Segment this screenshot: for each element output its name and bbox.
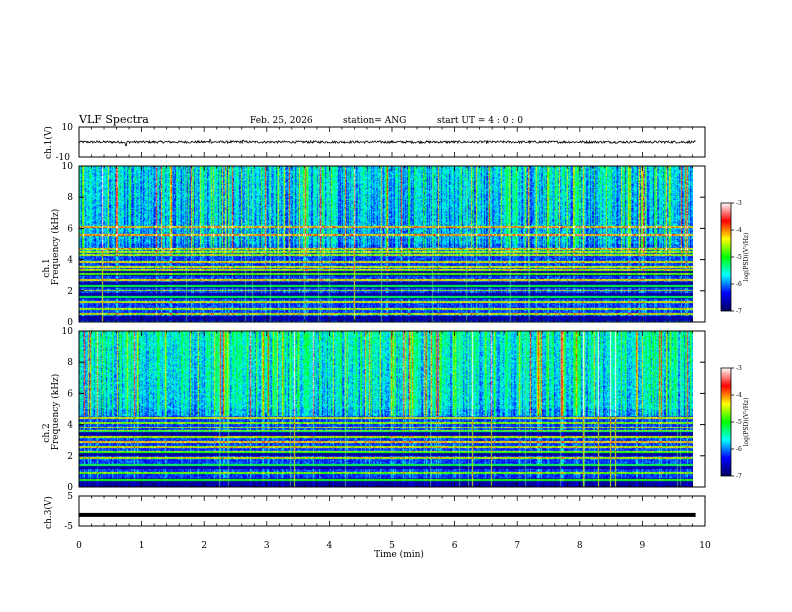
ch2-spectrogram-ylabel-line1: ch.2 bbox=[42, 423, 52, 442]
ch2-spectrogram-yticks: 0 2 4 6 8 10 bbox=[62, 327, 705, 493]
spectrogram-ytick-label: 10 bbox=[62, 162, 74, 172]
spectrogram-ytick-label: 4 bbox=[67, 421, 73, 431]
ch1-spectrogram-ylabel-line2: Frequency (kHz) bbox=[50, 209, 61, 286]
spectrogram-ytick-label: 2 bbox=[67, 287, 73, 297]
figure-title: VLF Spectra bbox=[78, 113, 149, 126]
ch3-waveform-ylabel: ch.3(V) bbox=[43, 496, 54, 529]
panel-ch2-spectrogram bbox=[78, 330, 706, 488]
date-label: Feb. 25, 2026 bbox=[250, 116, 313, 126]
ch1-spectrogram-yticks: 0 2 4 6 8 10 bbox=[62, 162, 705, 328]
ch1-spectrogram-ylabel-line1: ch.1 bbox=[42, 258, 52, 277]
ch1-colorbar: -3 -4 -5 -6 -7 log(PSD)(V²/Hz) bbox=[720, 200, 750, 315]
start-time-label: start UT = 4 : 0 : 0 bbox=[437, 116, 523, 126]
spectrogram-ytick-label: 0 bbox=[67, 483, 73, 493]
colorbar-gradient bbox=[720, 202, 732, 312]
spectrogram-ytick-label: 4 bbox=[67, 256, 73, 266]
x-axis-ticks bbox=[78, 127, 706, 526]
x-tick-label: 2 bbox=[201, 541, 207, 551]
colorbar-tick-label: -3 bbox=[736, 365, 742, 372]
x-tick-label: 1 bbox=[139, 541, 145, 551]
x-axis-tick-labels: 0 1 2 3 4 5 6 7 8 9 10 bbox=[76, 541, 711, 551]
spectrogram-ytick-label: 8 bbox=[67, 358, 73, 368]
x-tick-label: 3 bbox=[264, 541, 270, 551]
station-label: station= ANG bbox=[343, 116, 406, 126]
x-tick-label: 9 bbox=[640, 541, 646, 551]
spectrogram-ytick-label: 8 bbox=[67, 193, 73, 203]
x-tick-label: 6 bbox=[452, 541, 458, 551]
x-tick-label: 8 bbox=[577, 541, 583, 551]
x-tick-label: 4 bbox=[327, 541, 333, 551]
ch2-colorbar: -3 -4 -5 -6 -7 log(PSD)(V²/Hz) bbox=[720, 365, 750, 480]
x-tick-label: 7 bbox=[514, 541, 520, 551]
colorbar-tick-label: -7 bbox=[736, 473, 742, 480]
ch3-waveform-ytick-top: 5 bbox=[67, 492, 73, 502]
ch1-waveform-ylabel: ch.1(V) bbox=[43, 126, 54, 159]
colorbar-tick-label: -6 bbox=[736, 281, 742, 288]
spectrogram-ytick-label: 2 bbox=[67, 452, 73, 462]
ch3-waveform-trace bbox=[79, 512, 696, 517]
spectrogram-ytick-label: 0 bbox=[67, 318, 73, 328]
colorbar-label: log(PSD)(V²/Hz) bbox=[743, 398, 750, 447]
ch2-spectrogram-image bbox=[79, 331, 693, 487]
colorbar-tick-label: -5 bbox=[736, 419, 742, 426]
colorbar-tick-label: -3 bbox=[736, 200, 742, 207]
spectrogram-ytick-label: 6 bbox=[67, 389, 73, 399]
colorbar-tick-label: -6 bbox=[736, 446, 742, 453]
ch1-waveform-line bbox=[78, 139, 696, 147]
colorbar-tick-label: -7 bbox=[736, 308, 742, 315]
x-axis-label: Time (min) bbox=[374, 549, 424, 560]
spectrogram-ytick-label: 6 bbox=[67, 224, 73, 234]
x-tick-label: 0 bbox=[76, 541, 82, 551]
ch1-waveform-ytick-bottom: -10 bbox=[56, 153, 71, 163]
colorbar-gradient bbox=[720, 367, 732, 477]
panel-ch1-spectrogram bbox=[78, 165, 706, 323]
x-tick-label: 10 bbox=[699, 541, 711, 551]
colorbar-tick-label: -4 bbox=[736, 392, 742, 399]
ch2-spectrogram-ylabel-line2: Frequency (kHz) bbox=[50, 374, 61, 451]
ch3-waveform-ytick-bottom: -5 bbox=[64, 522, 73, 532]
ch1-waveform-trace bbox=[78, 139, 696, 147]
ch1-spectrogram-image bbox=[79, 166, 693, 322]
ch1-waveform-ytick-top: 10 bbox=[62, 123, 74, 133]
spectrogram-ytick-label: 10 bbox=[62, 327, 74, 337]
x-tick-label: 5 bbox=[389, 541, 395, 551]
colorbar-tick-label: -4 bbox=[736, 227, 742, 234]
colorbar-label: log(PSD)(V²/Hz) bbox=[743, 233, 750, 282]
colorbar-tick-label: -5 bbox=[736, 254, 742, 261]
